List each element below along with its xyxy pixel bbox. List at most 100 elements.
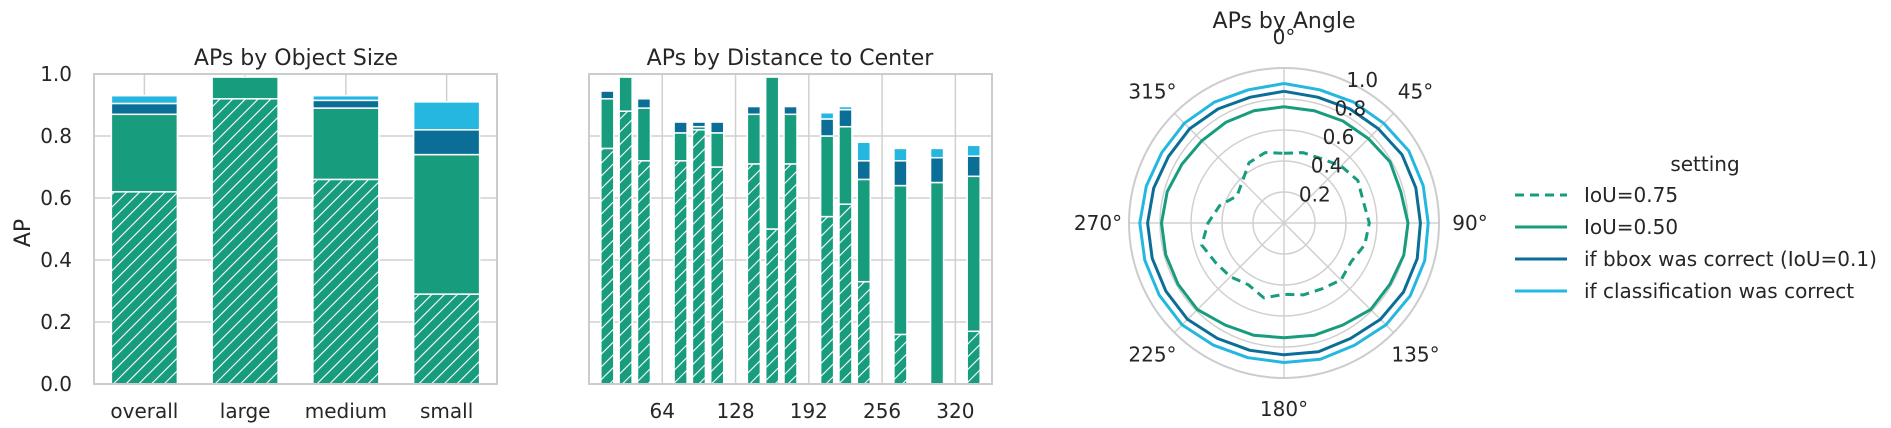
r-tick-label: 0.2	[1299, 182, 1331, 206]
bar-segment	[618, 110, 633, 385]
series-line	[1146, 89, 1422, 357]
legend-label: IoU=0.50	[1584, 215, 1678, 239]
r-tick-label: 0.8	[1334, 96, 1366, 120]
bar-segment	[819, 135, 835, 218]
angle-polar-chart: APs by Angle 0.2 0.4 0.6 0.8 1.0 0° 45° 90° 135…	[1074, 9, 1488, 421]
r-tick-label: 0.4	[1311, 154, 1343, 178]
r-tick-label: 1.0	[1346, 68, 1378, 92]
bar-segment	[893, 184, 908, 336]
angle-tick-label: 315°	[1128, 79, 1176, 103]
x-tick-label: 128	[716, 399, 754, 423]
bar-segment	[412, 293, 481, 385]
series-line	[1200, 151, 1371, 300]
bar-segment	[412, 153, 481, 295]
bar-segment	[600, 98, 615, 150]
y-tick-label: 0.4	[40, 248, 72, 272]
y-tick-label: 1.0	[40, 62, 72, 86]
bar-segment	[412, 101, 481, 131]
x-tick-label: overall	[110, 399, 178, 423]
bar-segment	[110, 102, 179, 116]
bar-segment	[691, 129, 707, 385]
chart-title: APs by Angle	[1213, 9, 1356, 34]
legend-label: IoU=0.75	[1584, 183, 1678, 207]
bar-segment	[636, 160, 652, 385]
plot-frame	[588, 73, 993, 385]
bar-segment	[312, 107, 380, 181]
bar-segment	[673, 132, 688, 162]
bar-segment	[838, 105, 853, 111]
y-tick-label: 0.2	[40, 310, 72, 334]
object-size-chart: APs by Object Size AP 0.0 0.2 0.4 0.6 0.8 1.0…	[11, 46, 498, 423]
y-tick-label: 0.0	[40, 372, 72, 396]
bar-segment	[856, 280, 872, 385]
bar-segment	[312, 94, 380, 102]
bar-segment	[636, 107, 652, 162]
bar-segment	[600, 90, 615, 100]
bar-segment	[110, 191, 179, 385]
x-tick-label: 64	[650, 399, 675, 423]
angle-tick-label: 0°	[1273, 25, 1296, 49]
legend-label: if bbox was correct (IoU=0.1)	[1584, 247, 1877, 271]
bar-segment	[929, 181, 945, 385]
bar-segment	[110, 113, 179, 193]
bar-segment	[819, 118, 835, 137]
bar-segment	[783, 163, 798, 385]
bar-segment	[783, 113, 798, 165]
bar-segment	[966, 330, 981, 385]
legend: setting IoU=0.75 IoU=0.50 if bbox was corr…	[1515, 152, 1877, 303]
distance-chart: APs by Distance to Center 64 128 192 256 320	[588, 46, 993, 423]
y-tick-label: 0.8	[40, 124, 72, 148]
bar-segment	[600, 147, 615, 385]
angular-grid-line	[1283, 112, 1395, 224]
series-line	[1138, 82, 1430, 364]
bar-segment	[764, 228, 780, 385]
bar-segment	[312, 178, 380, 385]
x-tick-label: large	[220, 399, 271, 423]
angle-tick-label: 135°	[1391, 343, 1439, 367]
bar-segment	[838, 108, 853, 128]
bar-segment	[709, 121, 725, 134]
bar-segment	[412, 129, 481, 156]
x-tick-label: 192	[790, 399, 828, 423]
bar-segment	[636, 98, 652, 109]
angle-tick-label: 270°	[1074, 211, 1122, 235]
legend-label: if classification was correct	[1584, 279, 1854, 303]
bar-segment	[893, 333, 908, 385]
bar-segment	[691, 121, 707, 128]
bar-segment	[618, 76, 633, 112]
bar-segment	[211, 76, 279, 100]
bar-segment	[929, 147, 945, 159]
bar-segment	[110, 94, 179, 105]
bar-segment	[673, 160, 688, 385]
bar-segment	[856, 178, 872, 283]
x-tick-label: 256	[863, 399, 901, 423]
bar-segment	[819, 215, 835, 385]
bar-segment	[211, 98, 279, 385]
bar-segment	[819, 112, 835, 120]
bar-segment	[764, 76, 780, 230]
bar-segment	[783, 105, 798, 116]
bar-segment	[893, 147, 908, 162]
bar-segment	[966, 155, 981, 178]
bar-segment	[746, 113, 762, 165]
bar-segment	[312, 99, 380, 109]
y-tick-label: 0.6	[40, 186, 72, 210]
legend-title: setting	[1670, 152, 1739, 176]
bar-segment	[929, 156, 945, 184]
x-tick-label: medium	[305, 399, 387, 423]
bar-segment	[966, 144, 981, 157]
r-tick-label: 0.6	[1323, 125, 1355, 149]
x-tick-label: 320	[936, 399, 974, 423]
bar-segment	[856, 160, 872, 181]
bar-segment	[746, 163, 762, 385]
bar-segment	[709, 166, 725, 385]
angular-grid-line	[1283, 222, 1395, 334]
chart-title: APs by Distance to Center	[647, 46, 935, 71]
series-line	[1160, 105, 1410, 340]
angle-tick-label: 90°	[1452, 211, 1487, 235]
bar-segment	[673, 121, 688, 134]
bar-segment	[709, 132, 725, 168]
polar-frame	[1128, 67, 1440, 379]
angular-grid-line	[1173, 112, 1285, 224]
